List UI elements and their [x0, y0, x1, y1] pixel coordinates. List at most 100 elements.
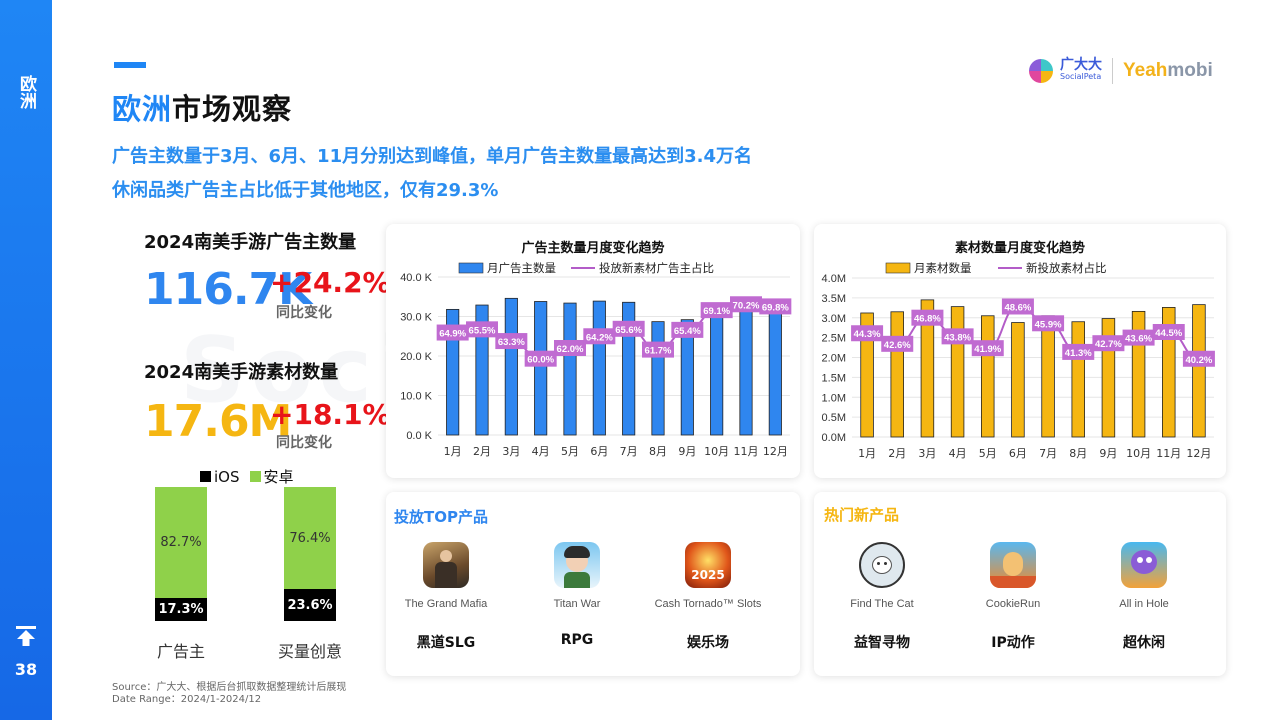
logo-divider	[1112, 58, 1113, 84]
page-title-rest: 市场观察	[172, 92, 293, 126]
advertiser-platform-label: 广告主	[156, 642, 205, 661]
advertiser-kpi-label: 2024南美手游广告主数量	[144, 232, 357, 253]
page-title-highlight: 欧洲	[112, 92, 173, 126]
data-label: 42.7%	[1092, 335, 1125, 352]
data-label: 69.8%	[759, 298, 792, 315]
x-tick-label: 12月	[763, 445, 788, 458]
advertiser-chart-card: 广告主数量月度变化趋势 月广告主数量 投放新素材广告主占比 40.0 K 30.0 K 2…	[386, 224, 800, 478]
x-tick-label: 4月	[949, 447, 967, 460]
data-label-bg	[1092, 335, 1125, 352]
bar	[860, 312, 874, 438]
y-tick-label: 40.0 K	[400, 272, 432, 284]
x-tick-label: 12月	[1186, 447, 1211, 460]
bar	[890, 311, 904, 438]
x-tick-label: 10月	[1126, 447, 1151, 460]
x-tick-label: 9月	[678, 445, 696, 458]
back-to-top-icon[interactable]	[14, 624, 38, 648]
data-label-bg	[730, 296, 762, 313]
legend-bar-label: 月素材数量	[914, 261, 972, 275]
creative-kpi-change: +18.1%	[270, 398, 391, 431]
data-label-bg	[466, 321, 498, 338]
data-label: 48.6%	[1001, 298, 1034, 315]
chart-legend: 月广告主数量 投放新素材广告主占比	[458, 261, 714, 275]
new-products-title: 热门新产品	[824, 506, 900, 524]
source-note: Source：广大大、根据后台抓取数据整理统计后展现 Date Range：20…	[112, 682, 346, 706]
product-category: IP动作	[991, 635, 1035, 651]
bar	[950, 306, 965, 438]
x-tick-label: 11月	[734, 445, 759, 458]
yeahmobi-wordmark: Yeahmobi	[1123, 60, 1213, 81]
y-tick-label: 1.5M	[822, 372, 846, 384]
sidebar: 欧洲 38	[0, 0, 52, 720]
data-label-text: 44.5%	[1155, 328, 1182, 339]
bar	[475, 304, 489, 436]
y-tick-label: 0.5M	[822, 412, 846, 424]
data-label-bg	[524, 350, 557, 367]
data-label: 40.2%	[1182, 350, 1215, 367]
data-label: 65.6%	[612, 320, 645, 337]
y-tick-label: 4.0M	[822, 273, 846, 285]
data-label-text: 60.0%	[527, 355, 554, 366]
data-label-text: 40.2%	[1185, 355, 1212, 366]
android-share-segment: 76.4%	[284, 487, 336, 589]
subtitle-line-2: 休闲品类广告主占比低于其他地区，仅有29.3%	[112, 180, 499, 201]
x-tick-label: 1月	[444, 445, 462, 458]
data-label: 64.9%	[436, 324, 469, 341]
x-tick-label: 2月	[888, 447, 906, 460]
cash-tornado-app-icon: 2025	[685, 542, 731, 588]
data-label: 45.9%	[1032, 315, 1065, 332]
product-category: 益智寻物	[854, 635, 910, 651]
data-label: 65.5%	[466, 321, 498, 338]
bar	[446, 308, 460, 436]
grand-mafia-app-icon	[423, 542, 469, 588]
data-label: 46.8%	[911, 309, 944, 326]
bar	[504, 297, 518, 436]
bar	[592, 300, 606, 436]
data-label-text: 62.0%	[557, 344, 584, 355]
android-legend-label: 安卓	[263, 468, 294, 486]
legend-bar-label: 月广告主数量	[487, 261, 556, 275]
ios-legend-label: iOS	[214, 467, 240, 486]
data-label-bg	[642, 341, 674, 358]
bar	[1011, 322, 1025, 438]
data-label: 63.3%	[495, 333, 528, 350]
product-item[interactable]: All in Hole 超休闲	[1069, 542, 1219, 652]
data-label: 65.4%	[671, 321, 704, 338]
data-label: 44.5%	[1152, 324, 1185, 340]
product-name: Titan War	[553, 598, 601, 610]
advertiser-platform-bar: 82.7% 17.3%	[155, 487, 207, 621]
x-tick-label: 7月	[1039, 447, 1057, 460]
data-label-bg	[1001, 298, 1034, 315]
data-label: 62.0%	[554, 340, 586, 356]
data-label-text: 43.6%	[1125, 334, 1152, 345]
product-item[interactable]: 2025 Cash Tornado™ Slots 娱乐场	[633, 542, 783, 652]
data-label-bg	[971, 340, 1004, 357]
x-tick-label: 5月	[979, 447, 997, 460]
y-tick-label: 2.0M	[822, 353, 846, 365]
find-the-cat-app-icon	[859, 542, 905, 588]
product-category: RPG	[560, 632, 594, 648]
y-tick-label: 1.0M	[822, 392, 846, 404]
product-item[interactable]: Titan War RPG	[502, 542, 652, 648]
data-label-bg	[1062, 343, 1095, 360]
product-item[interactable]: CookieRun IP动作	[938, 542, 1088, 652]
y-tick-label: 30.0 K	[400, 312, 432, 324]
x-tick-label: 9月	[1099, 447, 1117, 460]
product-item[interactable]: Find The Cat 益智寻物	[807, 542, 957, 652]
chart-title: 素材数量月度变化趋势	[955, 240, 1085, 256]
ios-legend-swatch	[200, 471, 211, 482]
chart-title: 广告主数量月度变化趋势	[521, 240, 664, 256]
legend-line-label: 投放新素材广告主占比	[599, 261, 714, 275]
creative-platform-bar: 76.4% 23.6%	[284, 487, 336, 621]
data-label-bg	[1182, 350, 1215, 367]
product-item[interactable]: The Grand Mafia 黑道SLG	[371, 542, 521, 652]
advertiser-kpi-note: 同比变化	[276, 305, 332, 321]
legend-bar-swatch	[458, 262, 484, 274]
product-category: 超休闲	[1123, 635, 1165, 651]
bar	[920, 299, 935, 438]
creative-kpi-note: 同比变化	[276, 435, 332, 451]
product-name: CookieRun	[985, 598, 1041, 610]
x-tick-label: 11月	[1156, 447, 1181, 460]
y-tick-label: 3.5M	[822, 293, 846, 305]
